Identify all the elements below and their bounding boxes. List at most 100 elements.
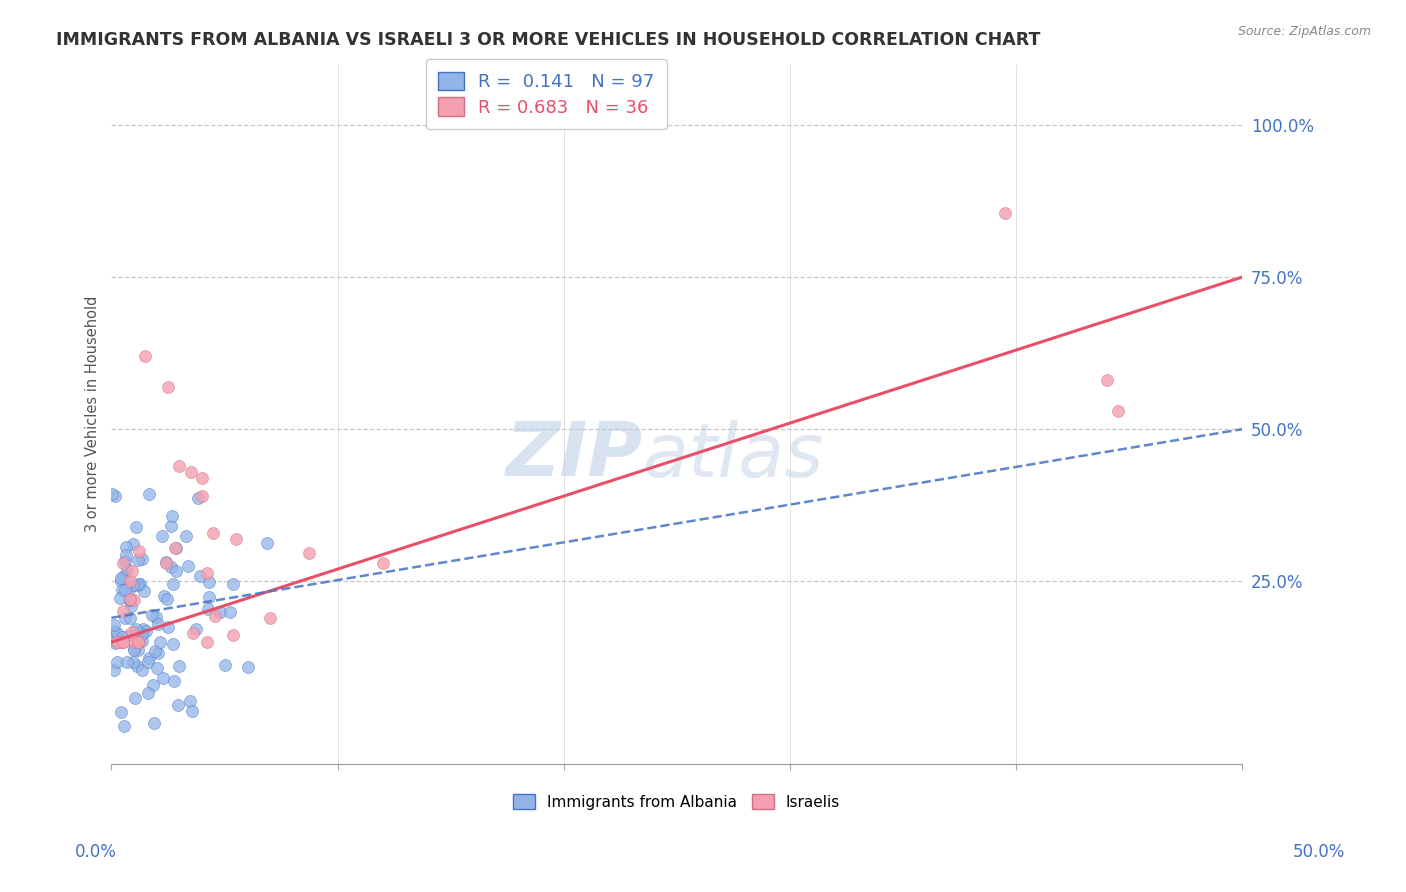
Point (209, 605, 232, 619)
Point (165, 564, 187, 578)
Point (127, 552, 149, 566)
Point (120, 611, 142, 625)
Point (202, 525, 225, 540)
Point (122, 592, 145, 607)
Point (149, 635, 172, 649)
Point (128, 544, 150, 558)
Point (195, 566, 218, 581)
Point (124, 635, 146, 649)
Point (162, 637, 184, 651)
Text: ZIP: ZIP (506, 419, 643, 492)
Point (112, 719, 135, 733)
Point (176, 529, 198, 543)
Point (110, 571, 132, 585)
Point (121, 625, 143, 640)
Point (146, 617, 169, 632)
Point (115, 629, 138, 643)
Point (128, 577, 150, 591)
Point (152, 589, 174, 603)
Point (146, 646, 169, 660)
Point (186, 622, 208, 636)
Point (218, 605, 240, 619)
Point (162, 577, 184, 591)
Point (103, 624, 125, 639)
Point (156, 620, 179, 634)
Point (143, 644, 166, 658)
Point (127, 643, 149, 657)
Point (122, 642, 145, 657)
Point (371, 556, 394, 570)
Text: atlas: atlas (643, 420, 824, 491)
Point (114, 610, 136, 624)
Point (187, 491, 209, 505)
Point (177, 559, 200, 574)
Point (150, 528, 173, 542)
Point (138, 487, 160, 501)
Point (155, 557, 177, 571)
Point (994, 206, 1017, 220)
Point (131, 633, 153, 648)
Point (180, 465, 202, 479)
Point (105, 635, 128, 649)
Point (135, 624, 157, 639)
Point (1107, 404, 1129, 418)
Point (127, 659, 149, 673)
Point (111, 556, 134, 570)
Point (128, 576, 150, 591)
Point (124, 691, 146, 706)
Point (111, 635, 134, 649)
Point (122, 641, 145, 656)
Point (156, 379, 179, 393)
Point (169, 659, 191, 673)
Point (124, 624, 146, 639)
Point (181, 626, 204, 640)
Legend: Immigrants from Albania, Israelis: Immigrants from Albania, Israelis (508, 788, 846, 815)
Point (160, 519, 183, 533)
Point (108, 635, 131, 649)
Point (125, 520, 148, 534)
Point (179, 694, 201, 708)
Text: 50.0%: 50.0% (1292, 843, 1346, 861)
Point (111, 604, 134, 618)
Point (1095, 374, 1118, 388)
Point (163, 673, 186, 688)
Point (146, 661, 169, 675)
Point (134, 349, 156, 363)
Point (259, 611, 281, 625)
Point (214, 657, 236, 672)
Point (112, 569, 135, 583)
Point (145, 610, 167, 624)
Y-axis label: 3 or more Vehicles in Household: 3 or more Vehicles in Household (86, 296, 100, 533)
Point (155, 555, 177, 569)
Point (204, 609, 226, 624)
Text: IMMIGRANTS FROM ALBANIA VS ISRAELI 3 OR MORE VEHICLES IN HOUSEHOLD CORRELATION C: IMMIGRANTS FROM ALBANIA VS ISRAELI 3 OR … (56, 31, 1040, 49)
Point (111, 582, 134, 597)
Point (124, 622, 146, 636)
Point (118, 591, 141, 606)
Point (298, 546, 321, 560)
Point (115, 540, 138, 554)
Point (122, 578, 145, 592)
Point (127, 635, 149, 649)
Point (115, 548, 138, 562)
Point (165, 541, 187, 555)
Point (103, 632, 125, 647)
Point (111, 635, 134, 649)
Point (120, 582, 142, 596)
Text: Source: ZipAtlas.com: Source: ZipAtlas.com (1237, 25, 1371, 37)
Point (160, 559, 183, 574)
Point (188, 569, 211, 583)
Point (118, 592, 141, 607)
Point (169, 458, 191, 473)
Point (222, 628, 245, 642)
Point (100, 487, 122, 501)
Point (131, 663, 153, 677)
Point (111, 630, 134, 644)
Point (138, 651, 160, 665)
Point (152, 671, 174, 685)
Point (181, 705, 204, 719)
Point (197, 601, 219, 615)
Point (110, 705, 132, 719)
Point (166, 698, 188, 712)
Point (198, 575, 221, 590)
